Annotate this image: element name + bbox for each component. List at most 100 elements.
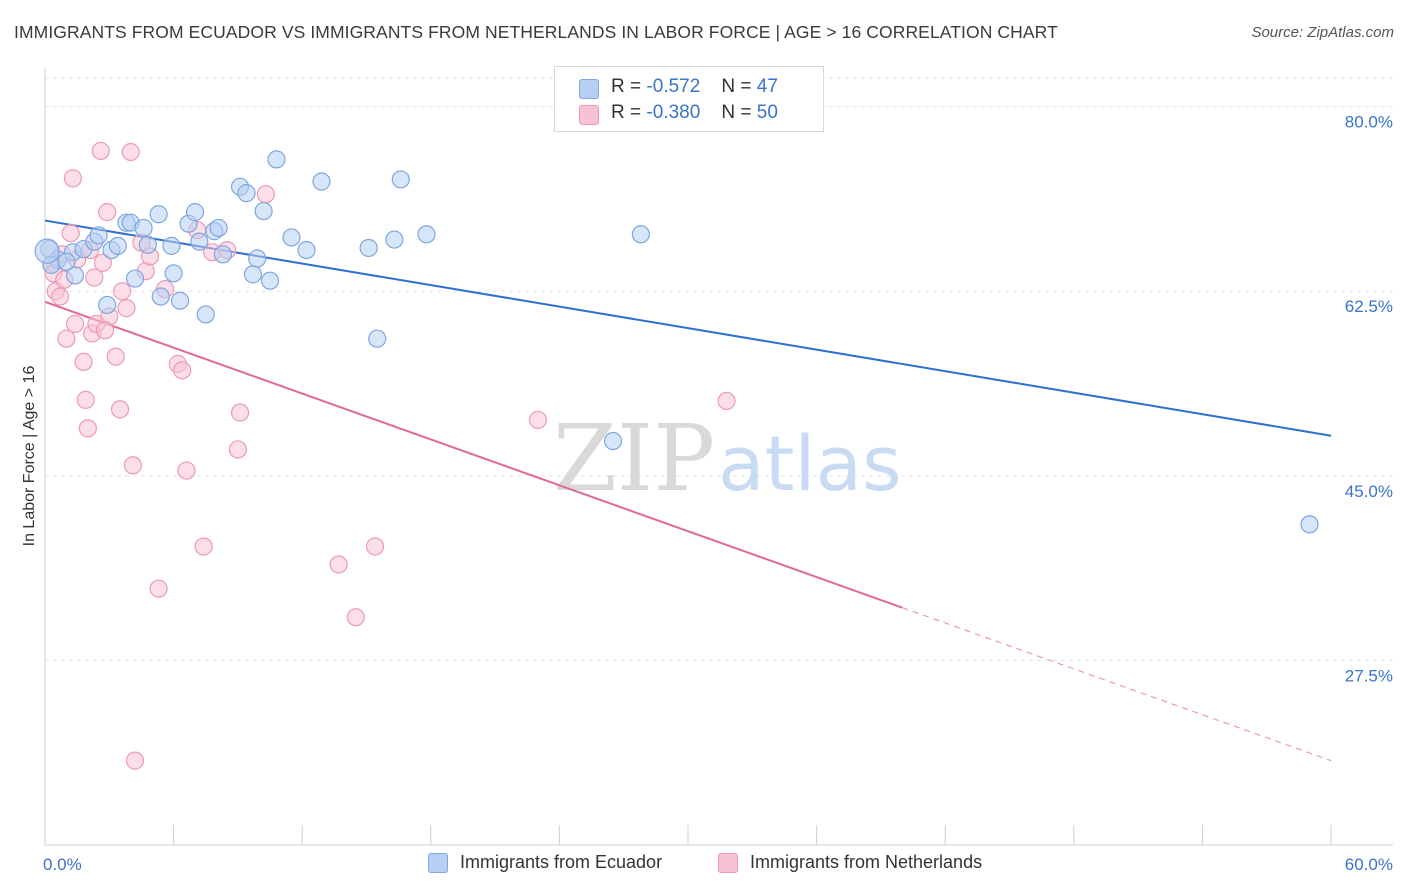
netherlands-point xyxy=(50,287,70,306)
netherlands-point xyxy=(85,268,104,287)
x-tick-label: 60.0% xyxy=(1345,855,1393,874)
ecuador-point xyxy=(385,230,404,249)
watermark: ZIP atlas xyxy=(553,405,902,512)
netherlands-point xyxy=(113,282,132,301)
y-tick-label: 45.0% xyxy=(1345,482,1393,501)
netherlands-point xyxy=(106,347,125,366)
netherlands-point xyxy=(149,579,168,598)
n-label: N = xyxy=(721,102,752,123)
ecuador-point xyxy=(417,225,436,244)
netherlands-point xyxy=(194,537,213,556)
ecuador-point xyxy=(170,291,190,310)
ecuador-point xyxy=(108,236,127,255)
netherlands-point xyxy=(63,169,82,188)
netherlands-trend-extension xyxy=(902,607,1332,762)
netherlands-point xyxy=(76,390,95,409)
netherlands-point xyxy=(230,403,250,422)
netherlands-point xyxy=(61,224,80,243)
ecuador-point xyxy=(185,203,205,222)
netherlands-point xyxy=(528,410,548,430)
axes xyxy=(44,68,1393,846)
ecuador-point xyxy=(138,235,157,254)
ecuador-point xyxy=(243,265,263,284)
series-swatch-pink xyxy=(718,853,738,873)
n-label: N = xyxy=(721,76,752,97)
ecuador-point xyxy=(98,295,117,315)
ecuador-point xyxy=(297,240,316,260)
netherlands-point xyxy=(65,314,85,334)
netherlands-point xyxy=(329,555,348,574)
ecuador-point xyxy=(164,264,183,283)
ecuador-point xyxy=(213,245,232,264)
netherlands-point xyxy=(125,751,145,770)
ecuador-point xyxy=(196,305,215,324)
netherlands-point xyxy=(228,440,247,459)
netherlands-point xyxy=(365,537,385,556)
legend-text: R = -0.572 N = 47 xyxy=(611,76,778,98)
ecuador-point xyxy=(1300,515,1319,534)
netherlands-point xyxy=(95,321,115,340)
source-credit: Source: ZipAtlas.com xyxy=(1251,24,1394,41)
ecuador-point xyxy=(282,228,301,247)
series-swatch-blue xyxy=(428,853,448,873)
netherlands-point xyxy=(91,141,110,161)
ecuador-point xyxy=(134,218,153,238)
legend-text: R = -0.380 N = 50 xyxy=(611,102,778,124)
netherlands-point xyxy=(173,361,192,380)
legend-swatch-blue xyxy=(579,79,599,99)
tick-labels: 27.5% 45.0% 62.5% 80.0% 0.0% 60.0% xyxy=(43,113,1393,874)
ecuador-point-cluster xyxy=(34,238,60,264)
r-value: -0.572 xyxy=(646,76,701,97)
netherlands-point xyxy=(717,391,736,411)
grid-lines xyxy=(45,77,1393,661)
ecuador-point xyxy=(254,201,273,221)
netherlands-point xyxy=(346,608,365,627)
ecuador-point xyxy=(391,170,410,189)
r-value: -0.380 xyxy=(646,102,701,123)
netherlands-point xyxy=(78,419,97,438)
n-value: 50 xyxy=(756,102,778,123)
netherlands-point xyxy=(110,400,130,419)
x-tick-label: 0.0% xyxy=(43,855,82,874)
ecuador-point xyxy=(359,238,378,258)
netherlands-point xyxy=(123,456,142,475)
series-label: Immigrants from Ecuador xyxy=(460,852,663,872)
watermark-zip: ZIP xyxy=(553,405,715,512)
y-tick-label: 62.5% xyxy=(1345,297,1393,316)
y-tick-label: 27.5% xyxy=(1345,666,1393,685)
ecuador-point xyxy=(631,225,650,244)
data-points xyxy=(34,141,1319,770)
netherlands-point xyxy=(93,253,112,272)
ecuador-point xyxy=(162,236,181,255)
series-legend: Immigrants from Ecuador Immigrants from … xyxy=(0,852,1406,876)
r-label: R = xyxy=(611,102,642,123)
ecuador-point xyxy=(368,329,387,348)
ecuador-point xyxy=(237,184,256,203)
chart-title: IMMIGRANTS FROM ECUADOR VS IMMIGRANTS FR… xyxy=(14,22,1058,42)
netherlands-trend-line xyxy=(44,300,903,609)
netherlands-point xyxy=(57,329,76,348)
ecuador-point xyxy=(260,271,280,290)
ecuador-point xyxy=(603,431,623,451)
ecuador-point xyxy=(151,287,170,306)
series-label: Immigrants from Netherlands xyxy=(750,852,983,872)
ecuador-trend-line xyxy=(44,219,1332,437)
correlation-legend: R = -0.572 N = 47 R = -0.380 N = 50 xyxy=(554,66,824,132)
netherlands-point xyxy=(256,185,275,204)
ecuador-point xyxy=(267,150,286,169)
watermark-atlas: atlas xyxy=(718,419,902,508)
netherlands-point xyxy=(121,142,140,162)
netherlands-point xyxy=(117,299,136,318)
ecuador-point xyxy=(312,172,331,191)
ecuador-point xyxy=(248,249,267,268)
n-value: 47 xyxy=(756,76,778,97)
legend-swatch-pink xyxy=(579,105,599,125)
y-tick-label: 80.0% xyxy=(1345,113,1393,132)
ecuador-point xyxy=(89,226,108,245)
y-axis-title: In Labor Force | Age > 16 xyxy=(21,366,38,547)
netherlands-point xyxy=(74,352,93,372)
ecuador-point xyxy=(149,205,168,224)
ecuador-point xyxy=(65,266,85,285)
netherlands-point xyxy=(98,203,117,222)
